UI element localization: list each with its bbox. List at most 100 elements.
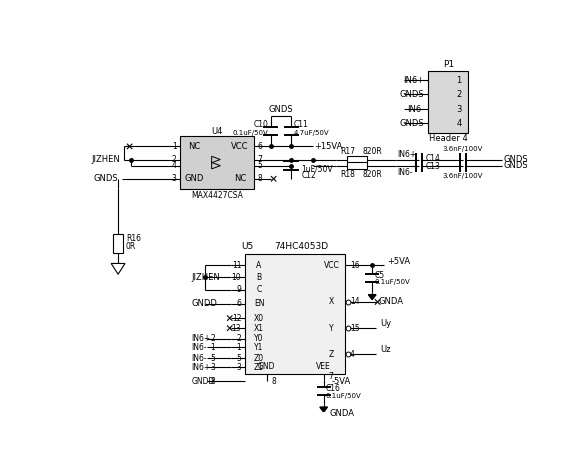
Text: Uy: Uy xyxy=(381,319,392,328)
Text: IN6-: IN6- xyxy=(398,168,413,177)
Text: C10: C10 xyxy=(253,120,268,129)
Text: X1: X1 xyxy=(254,324,264,332)
Text: Z: Z xyxy=(329,350,334,359)
Bar xyxy=(347,162,367,169)
Text: Y0: Y0 xyxy=(254,334,264,344)
Text: 2: 2 xyxy=(457,89,462,99)
Text: X: X xyxy=(329,297,334,307)
Text: 6: 6 xyxy=(236,299,242,308)
Text: GNDS: GNDS xyxy=(269,105,293,114)
Text: -5VA: -5VA xyxy=(331,377,350,386)
Text: P1: P1 xyxy=(443,60,454,69)
Text: 3.6nF/100V: 3.6nF/100V xyxy=(443,146,483,152)
Text: C: C xyxy=(257,285,262,294)
Text: 3: 3 xyxy=(172,174,176,183)
Text: B: B xyxy=(257,273,261,282)
Text: IN6+: IN6+ xyxy=(191,334,211,344)
Text: 1: 1 xyxy=(236,343,242,352)
Text: IN6+: IN6+ xyxy=(403,75,424,85)
Text: GNDA: GNDA xyxy=(378,297,403,306)
Polygon shape xyxy=(368,294,376,300)
Bar xyxy=(428,71,469,132)
Text: 15: 15 xyxy=(350,324,360,332)
Text: R16: R16 xyxy=(126,233,141,243)
Text: 8: 8 xyxy=(257,174,262,183)
Polygon shape xyxy=(320,407,328,412)
Text: 820R: 820R xyxy=(363,147,383,156)
Text: 4.7uF/50V: 4.7uF/50V xyxy=(294,130,329,136)
Text: JIZHEN: JIZHEN xyxy=(91,155,120,164)
Text: U5: U5 xyxy=(242,242,254,251)
Text: 14: 14 xyxy=(350,297,360,307)
Text: 11: 11 xyxy=(232,261,242,269)
Text: 10: 10 xyxy=(232,273,242,282)
Text: EN: EN xyxy=(254,299,264,308)
Text: GNDS: GNDS xyxy=(504,155,528,164)
Text: MAX4427CSA: MAX4427CSA xyxy=(191,191,243,200)
Text: VCC: VCC xyxy=(324,261,339,269)
Text: 9: 9 xyxy=(236,285,242,294)
Text: 2: 2 xyxy=(236,334,242,344)
Text: Z0: Z0 xyxy=(254,354,264,363)
Text: 4: 4 xyxy=(457,119,462,128)
Text: C14: C14 xyxy=(425,154,440,163)
Text: 3: 3 xyxy=(236,363,242,372)
Text: Uz: Uz xyxy=(381,345,391,354)
Bar xyxy=(347,156,367,163)
Text: GNDS: GNDS xyxy=(400,89,424,99)
Text: 1uF/50V: 1uF/50V xyxy=(301,164,333,173)
Text: 7: 7 xyxy=(257,155,262,164)
Text: 4: 4 xyxy=(172,161,176,170)
Text: GNDS: GNDS xyxy=(400,119,424,128)
Text: C16: C16 xyxy=(326,384,341,393)
Bar xyxy=(180,137,254,189)
Text: JIZHEN: JIZHEN xyxy=(191,273,220,282)
Text: 0R: 0R xyxy=(126,242,136,251)
Text: GNDD: GNDD xyxy=(191,299,217,308)
Text: 5: 5 xyxy=(211,354,215,363)
Text: C12: C12 xyxy=(301,171,316,180)
Text: Z1: Z1 xyxy=(254,363,264,372)
Text: R17: R17 xyxy=(340,147,355,156)
Text: 7: 7 xyxy=(328,372,333,381)
Text: 0.1uF/50V: 0.1uF/50V xyxy=(232,130,268,136)
Text: GNDS: GNDS xyxy=(504,161,528,170)
Text: IN6-: IN6- xyxy=(191,354,207,363)
Text: 5: 5 xyxy=(257,161,262,170)
Text: Y1: Y1 xyxy=(254,343,264,352)
Text: GNDS: GNDS xyxy=(94,174,118,183)
Text: 8: 8 xyxy=(211,377,215,386)
Text: C13: C13 xyxy=(425,162,440,171)
Text: 6: 6 xyxy=(257,142,262,151)
Text: +15VA: +15VA xyxy=(314,142,343,151)
Text: 12: 12 xyxy=(232,313,242,323)
Text: IN6-: IN6- xyxy=(191,343,207,352)
Text: IN6+: IN6+ xyxy=(398,150,417,159)
Text: NC: NC xyxy=(233,174,246,183)
Text: Header 4: Header 4 xyxy=(429,134,468,143)
Text: U4: U4 xyxy=(211,126,223,136)
Bar xyxy=(113,234,123,253)
Text: NC: NC xyxy=(188,142,200,151)
Text: 3: 3 xyxy=(456,105,462,114)
Text: A: A xyxy=(257,261,262,269)
Text: Y: Y xyxy=(329,324,333,332)
Text: IN6-: IN6- xyxy=(407,105,424,114)
Text: C5: C5 xyxy=(374,270,385,280)
Text: 0.1uF/50V: 0.1uF/50V xyxy=(374,279,410,285)
Text: GND: GND xyxy=(258,362,275,371)
Bar xyxy=(245,254,345,374)
Text: 16: 16 xyxy=(350,261,360,269)
Text: 1: 1 xyxy=(211,343,215,352)
Text: 5: 5 xyxy=(236,354,242,363)
Text: 4: 4 xyxy=(350,350,355,359)
Text: +5VA: +5VA xyxy=(388,257,411,266)
Text: R18: R18 xyxy=(340,170,355,179)
Text: 13: 13 xyxy=(232,324,242,332)
Text: IN6+: IN6+ xyxy=(191,363,211,372)
Text: GND: GND xyxy=(184,174,204,183)
Text: 3.6nF/100V: 3.6nF/100V xyxy=(443,173,483,179)
Text: 0.1uF/50V: 0.1uF/50V xyxy=(326,393,362,399)
Text: 820R: 820R xyxy=(363,170,383,179)
Text: GNDD: GNDD xyxy=(191,377,215,386)
